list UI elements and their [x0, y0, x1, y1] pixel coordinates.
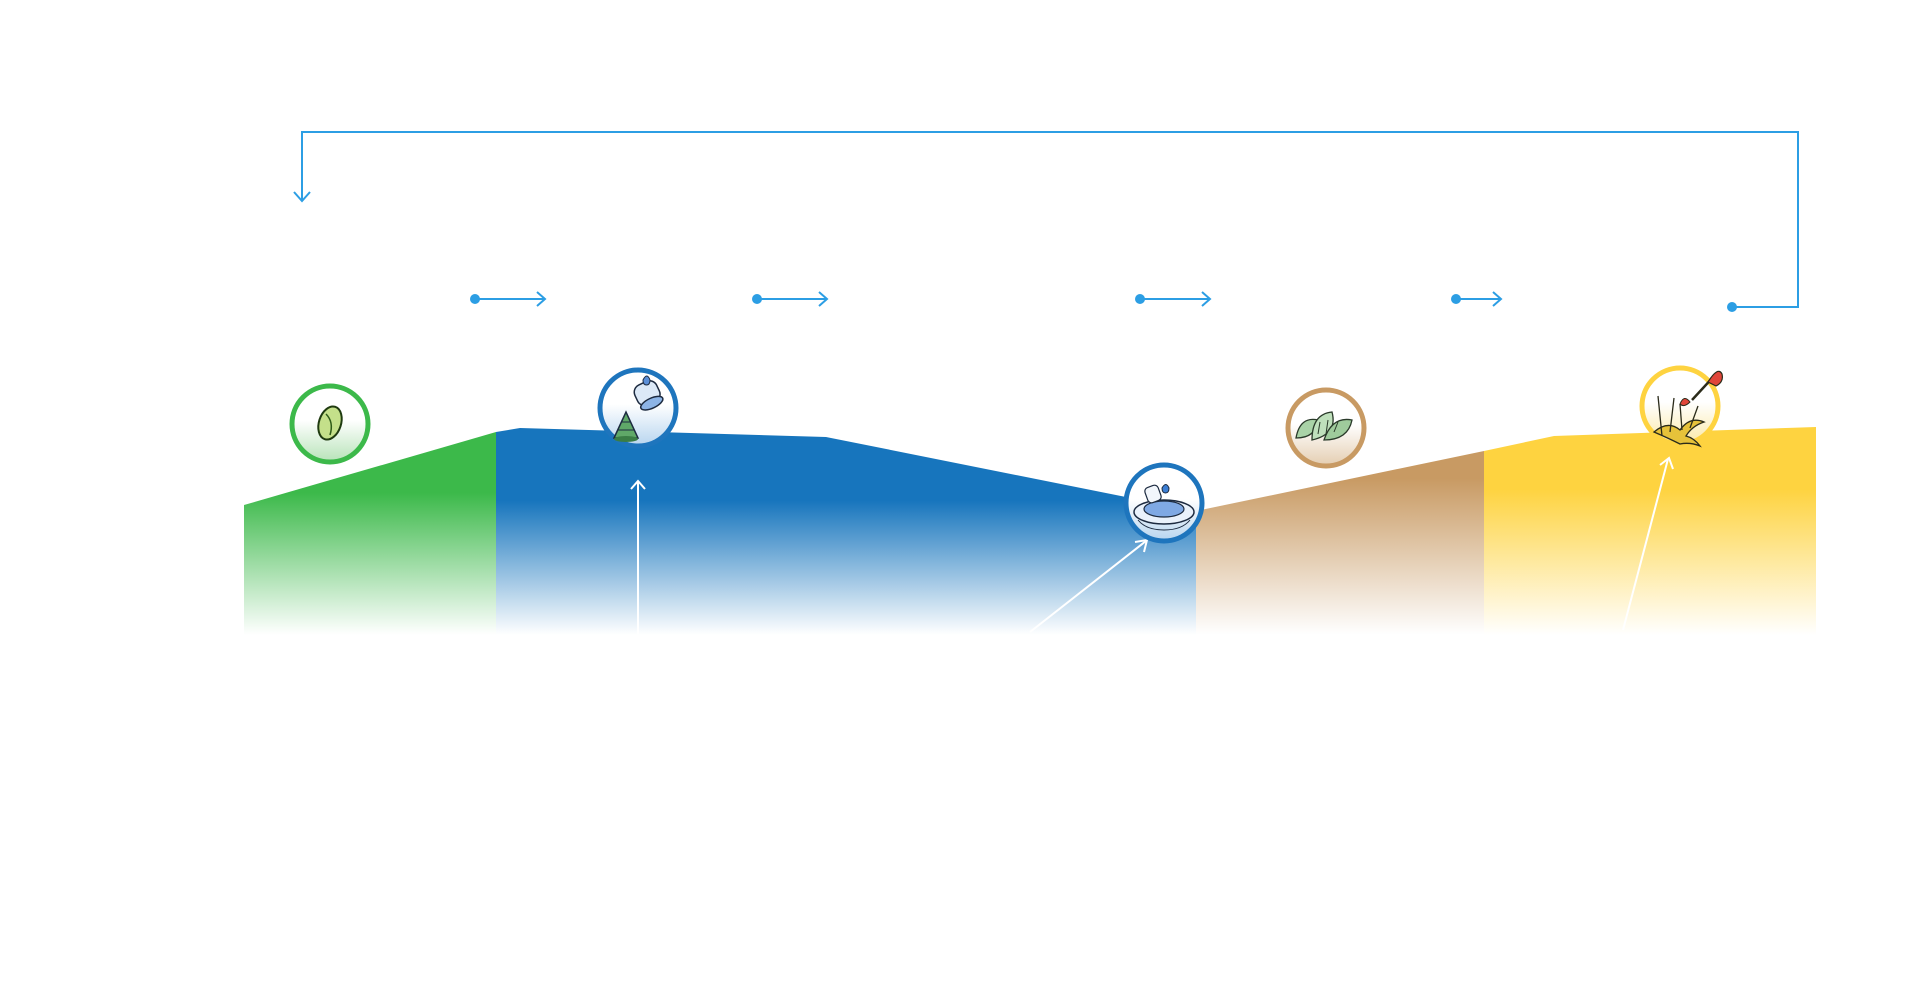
feedback-loop-arrow [293, 131, 1799, 312]
terrain-bands [244, 427, 1816, 635]
soil-leaves-icon [1295, 411, 1353, 441]
water-basin-icon [1133, 484, 1195, 531]
band-brown [1196, 451, 1484, 635]
stage-basin [1123, 462, 1205, 544]
stage-soil [1285, 387, 1367, 469]
band-blue [496, 428, 1196, 635]
pointer-arrow-harvest [1622, 456, 1674, 631]
water-drops-seedling-icon [612, 375, 664, 442]
seed-icon [317, 405, 343, 441]
flow-arrow-2 [752, 291, 829, 307]
stage-seed [289, 383, 371, 465]
pointer-arrow-water [630, 479, 646, 634]
harvest-plant-icon [1652, 370, 1723, 448]
flow-arrow-4 [1451, 291, 1503, 307]
flow-arrow-3 [1135, 291, 1212, 307]
band-green [244, 432, 496, 635]
flow-arrow-1 [470, 291, 547, 307]
stage-water [597, 367, 679, 449]
pointer-arrow-basin [1029, 538, 1149, 633]
stage-harvest [1639, 365, 1723, 448]
